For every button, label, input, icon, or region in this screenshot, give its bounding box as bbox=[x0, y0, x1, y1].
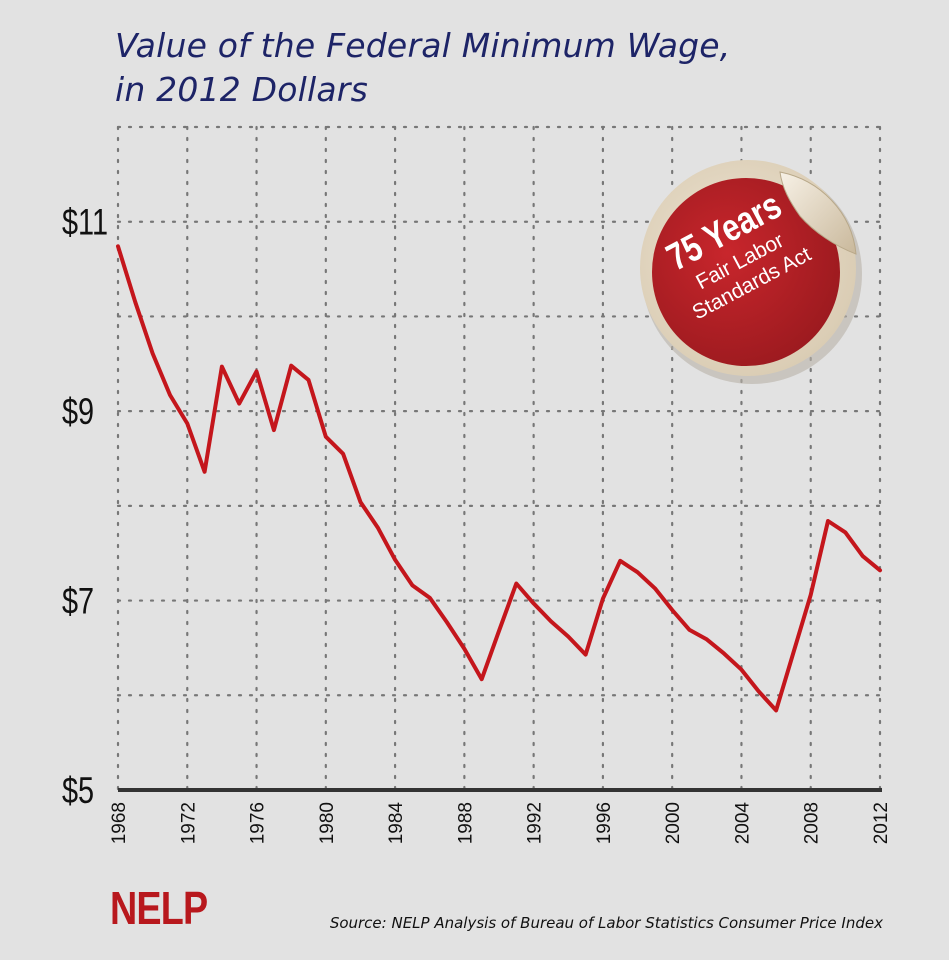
data-point bbox=[688, 629, 691, 631]
data-point bbox=[290, 364, 293, 367]
data-point bbox=[117, 245, 119, 248]
data-point bbox=[827, 520, 829, 522]
data-point bbox=[619, 560, 621, 562]
data-point bbox=[342, 453, 344, 455]
data-point bbox=[723, 652, 725, 655]
chart-title-line2: in 2012 Dollars bbox=[115, 70, 368, 109]
y-axis-ticks: $11 $9 $7 $5 bbox=[62, 202, 108, 812]
data-point bbox=[411, 584, 414, 587]
sticker-red-disc bbox=[652, 178, 840, 366]
source-note: Source: NELP Analysis of Bureau of Labor… bbox=[329, 914, 883, 932]
x-tick-label: 2000 bbox=[663, 802, 684, 844]
data-point bbox=[654, 587, 656, 590]
y-tick-label: $11 bbox=[62, 202, 108, 243]
x-axis-ticks: 1968 1972 1976 1980 1984 1988 1992 1996 2000 2004… bbox=[109, 802, 892, 845]
x-tick-label: 1996 bbox=[594, 802, 615, 844]
data-point bbox=[758, 690, 760, 693]
x-tick-label: 2004 bbox=[732, 802, 753, 845]
chart-grid bbox=[116, 125, 882, 792]
sticker-curl bbox=[779, 171, 857, 255]
data-point bbox=[325, 435, 327, 438]
data-point bbox=[238, 402, 240, 405]
data-point bbox=[861, 555, 864, 557]
data-point bbox=[792, 651, 795, 654]
data-point bbox=[844, 531, 847, 534]
data-point bbox=[498, 630, 500, 632]
x-tick-label: 2008 bbox=[802, 802, 823, 844]
data-point bbox=[740, 668, 743, 671]
data-point bbox=[394, 559, 396, 561]
x-tick-label: 1984 bbox=[386, 802, 407, 845]
line-chart: $11$9$7$5 1968 1972 1976 1980 1984 1988 1992 19… bbox=[62, 125, 892, 845]
y-tick-label: $7 bbox=[62, 581, 94, 622]
data-point bbox=[602, 597, 604, 600]
data-point bbox=[186, 422, 189, 425]
data-point bbox=[134, 301, 137, 304]
x-tick-label: 1992 bbox=[525, 802, 546, 844]
data-point bbox=[446, 621, 448, 624]
data-point bbox=[359, 501, 362, 503]
x-tick-label: 1980 bbox=[317, 802, 338, 844]
chart-title-line1: Value of the Federal Minimum Wage, bbox=[115, 26, 731, 65]
data-point bbox=[706, 638, 708, 641]
data-point bbox=[151, 352, 154, 355]
data-point bbox=[775, 709, 777, 712]
data-point bbox=[879, 569, 881, 572]
data-point bbox=[169, 394, 171, 396]
data-point bbox=[809, 594, 812, 596]
series-layer bbox=[116, 244, 882, 713]
data-point bbox=[550, 620, 552, 623]
y-tick-label: $9 bbox=[62, 392, 94, 433]
data-point bbox=[584, 653, 587, 656]
data-point bbox=[255, 370, 258, 373]
data-point bbox=[377, 526, 379, 529]
x-tick-label: 1976 bbox=[248, 802, 269, 844]
data-point bbox=[636, 571, 639, 573]
x-tick-label: 2012 bbox=[871, 802, 892, 844]
data-point bbox=[671, 609, 673, 611]
x-tick-label: 1988 bbox=[455, 802, 476, 844]
data-point bbox=[532, 602, 535, 605]
data-point bbox=[307, 379, 310, 381]
data-point bbox=[567, 635, 570, 638]
data-point bbox=[480, 678, 483, 680]
data-point bbox=[221, 365, 223, 368]
x-tick-label: 1972 bbox=[178, 802, 199, 844]
chart-title: Value of the Federal Minimum Wage, in 20… bbox=[115, 24, 731, 112]
anniversary-sticker bbox=[640, 160, 862, 384]
data-point bbox=[203, 471, 206, 473]
nelp-logo: NELP bbox=[110, 882, 208, 934]
x-tick-label: 1968 bbox=[109, 802, 130, 844]
y-tick-label: $5 bbox=[62, 771, 94, 812]
data-point bbox=[428, 596, 431, 599]
data-point bbox=[273, 429, 275, 431]
data-point bbox=[463, 648, 466, 650]
data-point bbox=[515, 582, 518, 585]
